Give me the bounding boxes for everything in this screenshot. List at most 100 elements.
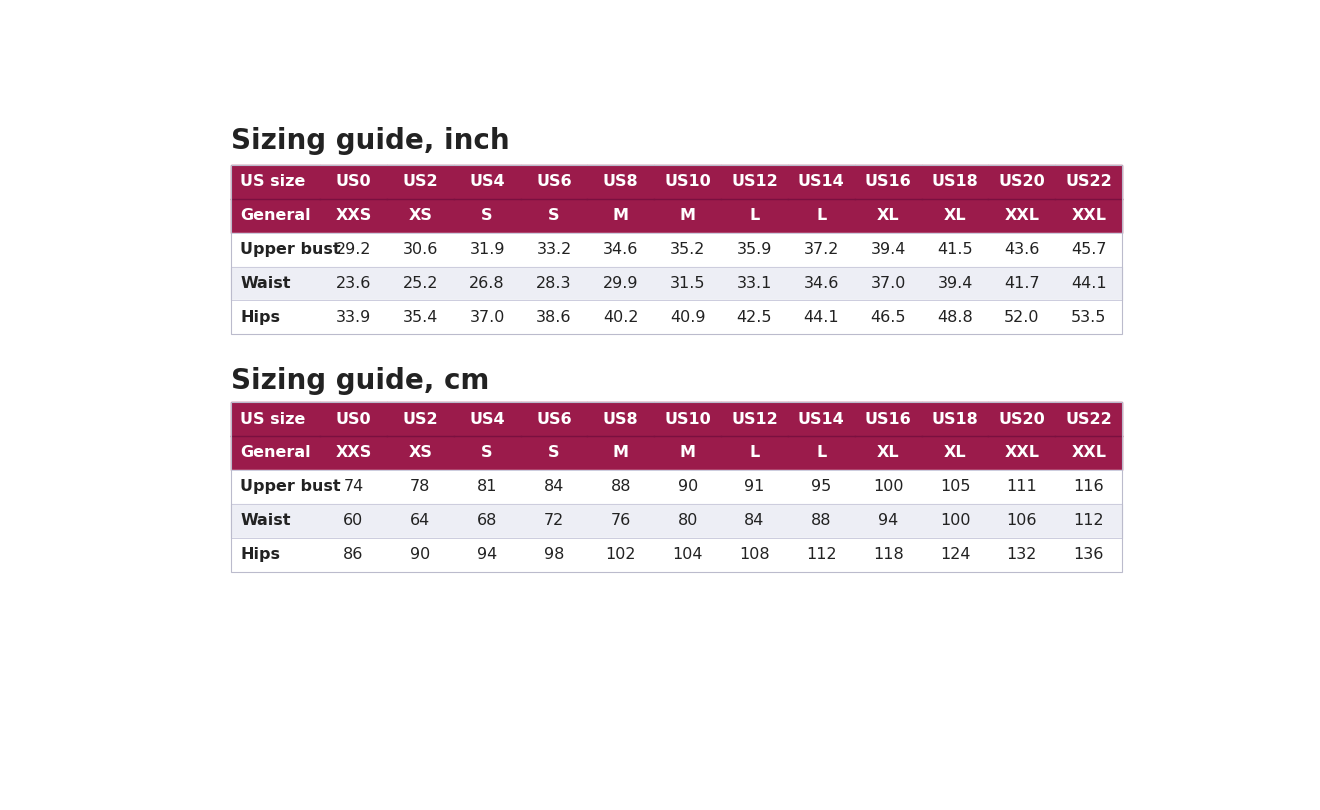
Bar: [655, 198, 721, 232]
Bar: [788, 198, 855, 232]
Text: 90: 90: [411, 547, 430, 562]
Text: 35.9: 35.9: [737, 242, 772, 257]
Bar: [721, 165, 788, 198]
Text: 100: 100: [940, 514, 970, 528]
Bar: [921, 198, 989, 232]
Text: 33.2: 33.2: [536, 242, 572, 257]
Text: 100: 100: [873, 480, 903, 494]
Text: 118: 118: [873, 547, 904, 562]
Text: 33.9: 33.9: [335, 310, 371, 325]
Text: XXL: XXL: [1005, 446, 1039, 460]
Bar: [1055, 436, 1122, 470]
Text: S: S: [482, 208, 492, 224]
Text: 53.5: 53.5: [1071, 310, 1106, 325]
Text: 39.4: 39.4: [870, 242, 906, 257]
Text: 106: 106: [1007, 514, 1038, 528]
Text: Upper bust: Upper bust: [240, 242, 341, 257]
Text: US16: US16: [865, 174, 912, 190]
Text: 35.4: 35.4: [403, 310, 438, 325]
Text: 31.5: 31.5: [669, 276, 705, 291]
Text: 88: 88: [611, 480, 631, 494]
Text: 29.2: 29.2: [335, 242, 371, 257]
Bar: [1055, 402, 1122, 436]
Text: 95: 95: [812, 480, 832, 494]
Text: 34.6: 34.6: [804, 276, 840, 291]
Text: 112: 112: [807, 547, 837, 562]
Text: M: M: [680, 446, 696, 460]
Text: 31.9: 31.9: [470, 242, 504, 257]
Bar: [1055, 165, 1122, 198]
Text: XL: XL: [944, 208, 966, 224]
Text: 94: 94: [477, 547, 498, 562]
Text: 41.5: 41.5: [937, 242, 973, 257]
Text: 37.2: 37.2: [804, 242, 840, 257]
Bar: [587, 198, 655, 232]
Bar: [231, 165, 1122, 335]
Bar: [520, 198, 587, 232]
Text: XL: XL: [876, 208, 899, 224]
Bar: [721, 436, 788, 470]
Bar: [319, 436, 387, 470]
Text: XXL: XXL: [1005, 208, 1039, 224]
Text: 46.5: 46.5: [870, 310, 906, 325]
Text: General: General: [240, 208, 310, 224]
Text: 116: 116: [1073, 480, 1104, 494]
Text: US18: US18: [932, 411, 978, 427]
Text: 40.2: 40.2: [603, 310, 639, 325]
Text: 72: 72: [544, 514, 564, 528]
Text: 33.1: 33.1: [737, 276, 772, 291]
Text: 44.1: 44.1: [804, 310, 840, 325]
Bar: [655, 436, 721, 470]
Bar: [587, 436, 655, 470]
Bar: [387, 165, 454, 198]
Text: XS: XS: [408, 446, 432, 460]
Text: 38.6: 38.6: [536, 310, 572, 325]
Text: 111: 111: [1006, 480, 1038, 494]
Bar: [454, 402, 520, 436]
Bar: [921, 436, 989, 470]
Text: 28.3: 28.3: [536, 276, 572, 291]
Bar: [788, 436, 855, 470]
Text: 41.7: 41.7: [1005, 276, 1040, 291]
Text: US16: US16: [865, 411, 912, 427]
Text: 136: 136: [1073, 547, 1104, 562]
Text: 112: 112: [1073, 514, 1104, 528]
Text: 60: 60: [343, 514, 363, 528]
Text: L: L: [750, 446, 759, 460]
Text: 64: 64: [411, 514, 430, 528]
Text: 108: 108: [739, 547, 770, 562]
Bar: [721, 402, 788, 436]
Text: Sizing guide, inch: Sizing guide, inch: [231, 127, 510, 155]
Bar: [587, 165, 655, 198]
Text: US2: US2: [403, 411, 438, 427]
Text: 48.8: 48.8: [937, 310, 973, 325]
Text: US size: US size: [240, 174, 305, 190]
Text: Upper bust: Upper bust: [240, 480, 341, 494]
Text: 45.7: 45.7: [1071, 242, 1106, 257]
Text: M: M: [680, 208, 696, 224]
Text: 23.6: 23.6: [335, 276, 371, 291]
Text: US4: US4: [470, 174, 506, 190]
Bar: [989, 165, 1055, 198]
Bar: [721, 198, 788, 232]
Text: 30.6: 30.6: [403, 242, 438, 257]
Text: 102: 102: [606, 547, 636, 562]
Text: XS: XS: [408, 208, 432, 224]
Text: 124: 124: [940, 547, 970, 562]
Text: XXL: XXL: [1072, 208, 1106, 224]
Text: 35.2: 35.2: [671, 242, 705, 257]
Text: Sizing guide, cm: Sizing guide, cm: [231, 367, 490, 394]
Text: XL: XL: [944, 446, 966, 460]
Bar: [655, 402, 721, 436]
Text: S: S: [482, 446, 492, 460]
Text: 25.2: 25.2: [403, 276, 438, 291]
Text: US4: US4: [470, 411, 506, 427]
Bar: [231, 266, 1122, 301]
Bar: [989, 198, 1055, 232]
Text: 91: 91: [744, 480, 764, 494]
Bar: [231, 470, 1122, 504]
Bar: [231, 538, 1122, 572]
Text: M: M: [612, 446, 628, 460]
Bar: [231, 402, 1122, 572]
Text: L: L: [750, 208, 759, 224]
